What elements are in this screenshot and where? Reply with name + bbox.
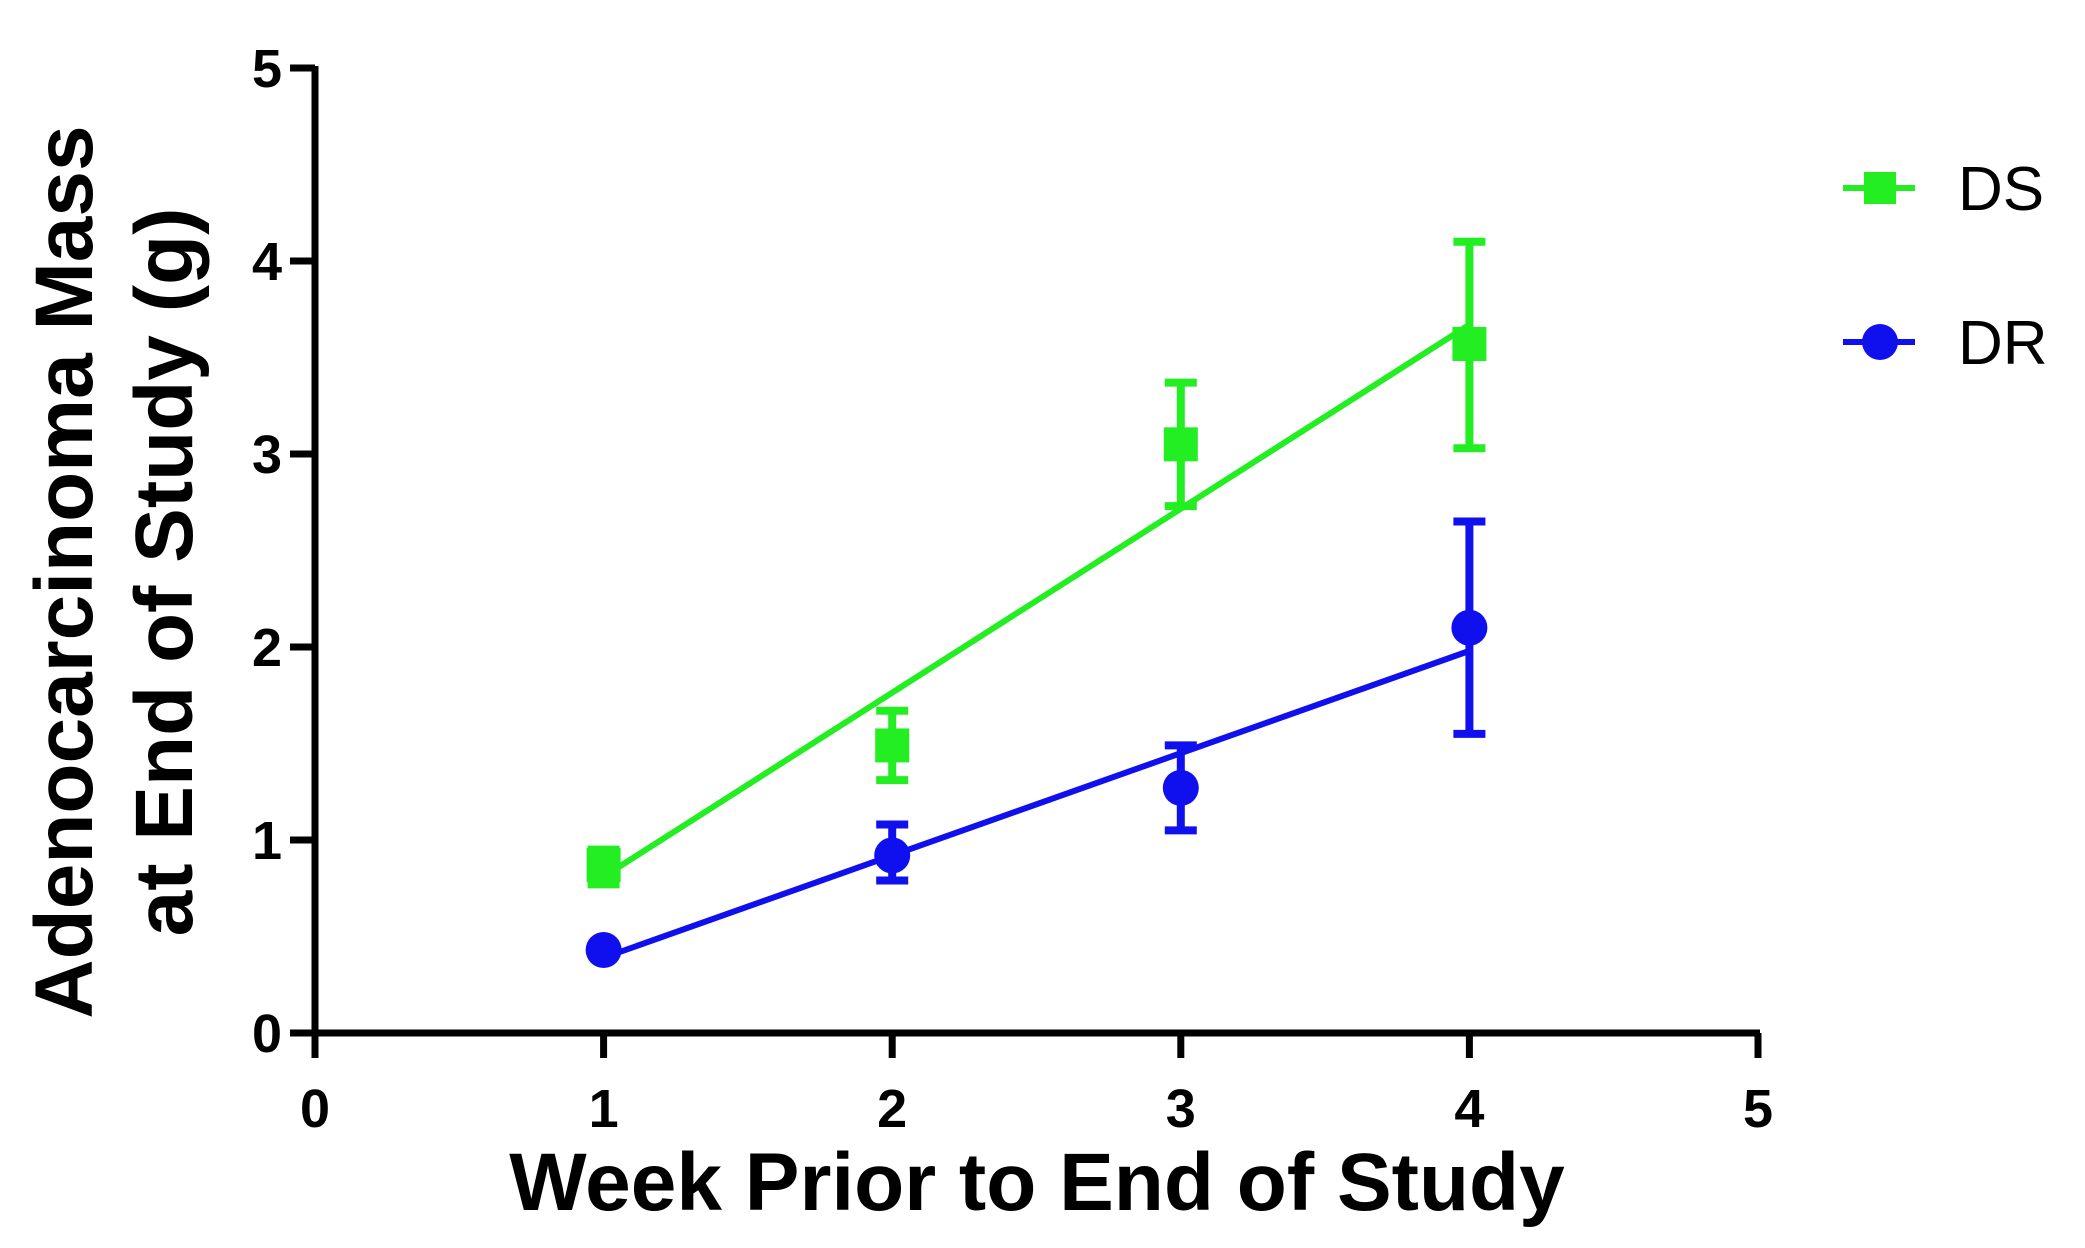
x-tick-label: 5: [1743, 1079, 1773, 1139]
data-point-dr: [585, 932, 622, 969]
x-axis-title: Week Prior to End of Study: [509, 1137, 1565, 1228]
x-tick-label: 1: [589, 1079, 619, 1139]
legend-item-ds: DS: [1843, 155, 2044, 224]
series-dr: [585, 517, 1488, 969]
data-point-dr: [1451, 609, 1488, 646]
data-point-dr: [874, 837, 911, 874]
legend-item-dr: DR: [1843, 309, 2048, 378]
legend: DS DR: [1843, 155, 2048, 378]
x-tick-label: 0: [300, 1079, 330, 1139]
plot-area: [585, 237, 1488, 969]
data-point-ds: [586, 848, 621, 883]
y-axis-title: Adenocarcinoma Mass at End of Study (g): [19, 125, 210, 1018]
x-tick-label: 2: [877, 1079, 907, 1139]
y-tick-label: 0: [252, 1004, 282, 1064]
data-point-ds: [1163, 427, 1198, 462]
y-tick-label: 2: [252, 618, 282, 678]
x-tick-label: 3: [1166, 1079, 1196, 1139]
fit-line-ds: [600, 321, 1473, 880]
fit-line-dr: [600, 647, 1473, 961]
x-tick-label: 4: [1454, 1079, 1484, 1139]
y-axis-title-line-2: at End of Study (g): [119, 208, 210, 937]
y-tick-label: 5: [252, 39, 282, 99]
y-axis-title-line-1: Adenocarcinoma Mass: [19, 125, 110, 1018]
series-ds: [586, 237, 1487, 889]
legend-marker-ds: [1864, 172, 1896, 204]
y-tick-label: 1: [252, 811, 282, 871]
data-point-dr: [1162, 769, 1199, 806]
legend-label-dr: DR: [1958, 309, 2048, 378]
data-point-ds: [1452, 326, 1487, 361]
data-point-ds: [875, 728, 910, 763]
legend-marker-dr: [1862, 324, 1898, 360]
axis-ticks: 0 1 2 3 4 5 0 1 2 3 4 5: [252, 39, 1773, 1139]
legend-label-ds: DS: [1958, 155, 2044, 224]
y-tick-label: 3: [252, 425, 282, 485]
y-tick-label: 4: [252, 232, 282, 292]
axes: [305, 66, 1760, 1037]
